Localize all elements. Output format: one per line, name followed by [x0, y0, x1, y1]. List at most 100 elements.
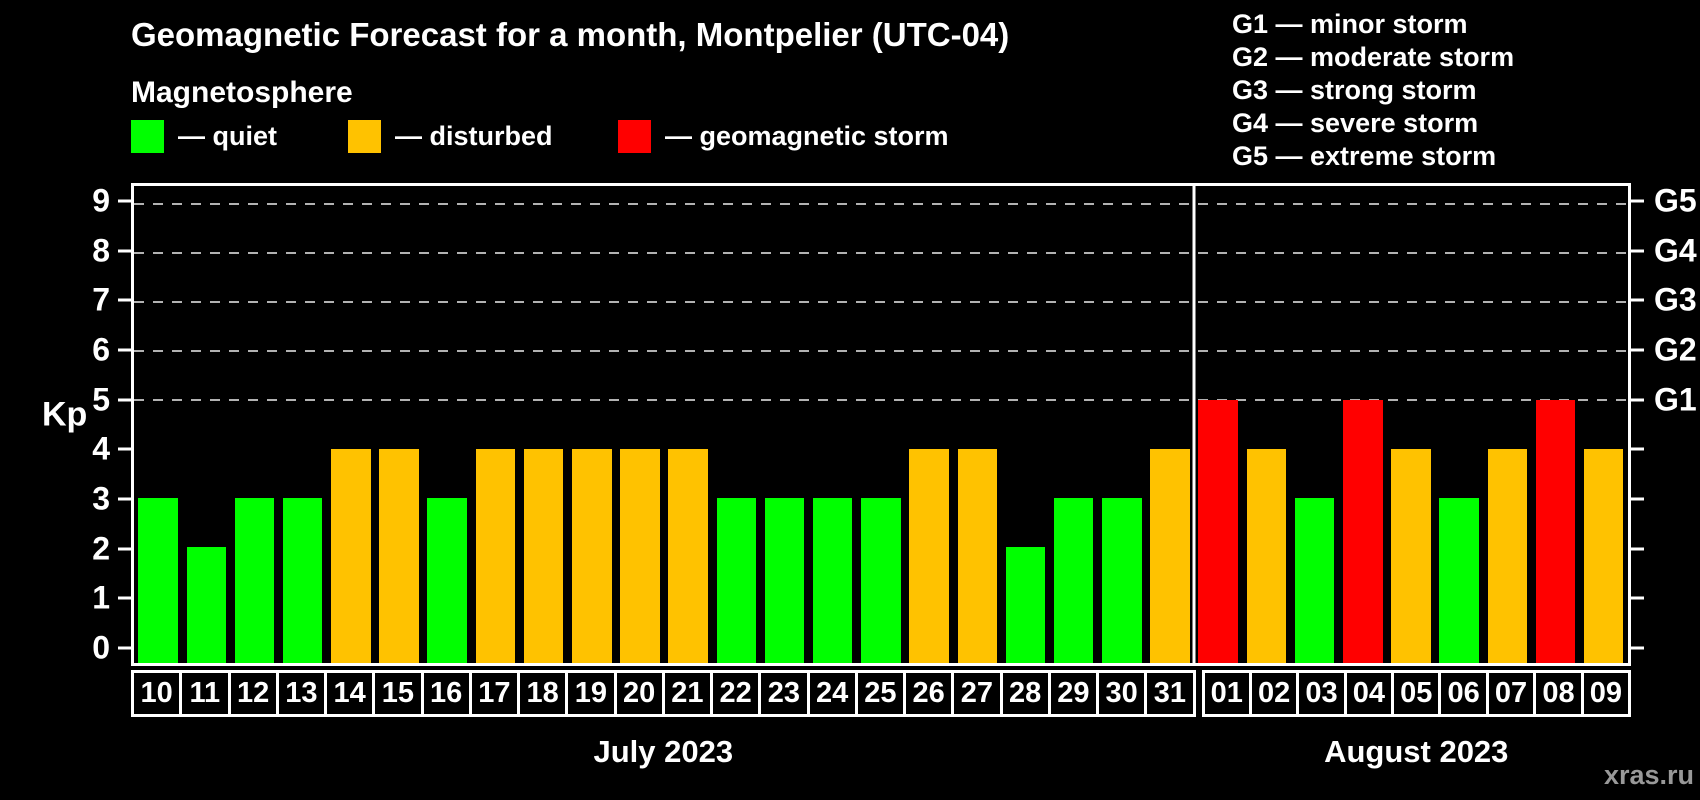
- bar-column-17: [471, 186, 519, 663]
- y-tick-left-5: [118, 398, 131, 402]
- date-cell-18: 18: [517, 670, 569, 717]
- kp-gridline-7: [134, 300, 1628, 303]
- kp-bar-08: [1535, 399, 1576, 663]
- date-cell-28: 28: [999, 670, 1051, 717]
- kp-bar-27: [957, 449, 998, 663]
- storm-color-swatch: [618, 120, 651, 153]
- bar-column-23: [760, 186, 808, 663]
- month-separator-line: [1192, 186, 1196, 663]
- date-cell-11: 11: [179, 670, 231, 717]
- y-tick-left-9: [118, 199, 131, 203]
- kp-bar-13: [282, 498, 323, 663]
- y-tick-left-7: [118, 298, 131, 302]
- kp-bar-19: [572, 449, 612, 663]
- chart-title: Geomagnetic Forecast for a month, Montpe…: [131, 16, 1010, 53]
- bar-column-09: [1580, 186, 1628, 663]
- y-tick-right-7: [1631, 298, 1644, 302]
- y-tick-label-1: 1: [92, 579, 110, 616]
- kp-bar-31: [1150, 449, 1190, 663]
- disturbed-color-swatch: [348, 120, 381, 153]
- y-axis-label-kp: Kp: [42, 395, 88, 434]
- date-cell-23: 23: [758, 670, 810, 717]
- date-cell-31: 31: [1144, 670, 1196, 717]
- bar-column-22: [712, 186, 760, 663]
- g-scale-legend: G1 — minor storm G2 — moderate storm G3 …: [1232, 8, 1514, 173]
- g4-legend-line: G4 — severe storm: [1232, 108, 1479, 138]
- g-scale-label-g5: G5: [1654, 182, 1697, 219]
- bar-column-05: [1387, 186, 1435, 663]
- kp-bar-14: [331, 449, 371, 663]
- date-cell-24: 24: [806, 670, 858, 717]
- kp-bar-03: [1294, 498, 1335, 663]
- date-cell-03: 03: [1296, 670, 1347, 717]
- date-cell-07: 07: [1485, 670, 1537, 717]
- date-cell-26: 26: [903, 670, 955, 717]
- y-tick-label-0: 0: [92, 629, 110, 666]
- bar-column-14: [327, 186, 375, 663]
- date-cell-04: 04: [1343, 670, 1395, 717]
- y-tick-label-2: 2: [92, 530, 110, 567]
- date-cell-10: 10: [131, 670, 183, 717]
- y-tick-left-0: [118, 646, 131, 650]
- bar-column-31: [1146, 186, 1194, 663]
- bar-column-21: [664, 186, 712, 663]
- date-cell-08: 08: [1533, 670, 1584, 717]
- y-tick-right-4: [1631, 447, 1644, 451]
- xras-watermark: xras.ru: [1603, 760, 1694, 790]
- date-cell-05: 05: [1391, 670, 1442, 717]
- y-tick-label-6: 6: [92, 331, 110, 368]
- y-tick-left-1: [118, 596, 131, 600]
- y-tick-left-8: [118, 249, 131, 253]
- date-cell-21: 21: [661, 670, 713, 717]
- kp-bar-30: [1102, 498, 1142, 663]
- bar-column-20: [616, 186, 664, 663]
- kp-bar-18: [523, 449, 564, 663]
- g5-legend-line: G5 — extreme storm: [1232, 141, 1497, 171]
- y-tick-label-7: 7: [92, 281, 110, 318]
- bar-column-30: [1098, 186, 1146, 663]
- g3-legend-line: G3 — strong storm: [1232, 75, 1477, 105]
- date-row-july-2023: 10 11 12 13 14 15 16 17 18 19 20 21 22 23 24 25 26 27 28 29…: [131, 670, 1196, 717]
- month-label-july-2023: July 2023: [593, 734, 734, 769]
- separators-layer: [134, 186, 1628, 663]
- bar-column-24: [809, 186, 857, 663]
- date-cell-15: 15: [372, 670, 424, 717]
- g2-legend-line: G2 — moderate storm: [1232, 42, 1515, 72]
- y-tick-right-5: [1631, 398, 1644, 402]
- kp-bar-20: [620, 449, 660, 663]
- gridlines-layer: [134, 186, 1628, 663]
- kp-bar-07: [1487, 449, 1528, 663]
- bar-column-07: [1483, 186, 1531, 663]
- legend-item-storm: — geomagnetic storm: [618, 120, 949, 153]
- date-cell-30: 30: [1096, 670, 1148, 717]
- legend-item-disturbed: — disturbed: [348, 120, 553, 153]
- magnetosphere-label: Magnetosphere: [131, 76, 353, 109]
- y-tick-left-4: [118, 447, 131, 451]
- date-cell-22: 22: [710, 670, 762, 717]
- kp-gridline-5: [134, 398, 1628, 401]
- legend-disturbed-label: — disturbed: [395, 121, 553, 151]
- date-cell-29: 29: [1047, 670, 1099, 717]
- date-cell-09: 09: [1580, 670, 1632, 717]
- bar-column-02: [1242, 186, 1290, 663]
- kp-gridline-8: [134, 251, 1628, 254]
- bar-column-03: [1291, 186, 1339, 663]
- bars-layer: [134, 186, 1628, 663]
- y-tick-right-1: [1631, 596, 1644, 600]
- date-cell-20: 20: [613, 670, 665, 717]
- bar-column-01: [1194, 186, 1242, 663]
- date-cell-19: 19: [565, 670, 617, 717]
- y-tick-right-8: [1631, 249, 1644, 253]
- legend-quiet-label: — quiet: [178, 121, 277, 151]
- bar-column-15: [375, 186, 423, 663]
- y-tick-left-2: [118, 547, 131, 551]
- date-cell-01: 01: [1201, 670, 1252, 717]
- y-tick-label-8: 8: [92, 232, 110, 269]
- g1-legend-line: G1 — minor storm: [1232, 9, 1468, 39]
- bar-column-04: [1339, 186, 1387, 663]
- kp-bar-16: [427, 498, 467, 663]
- date-cell-12: 12: [227, 670, 279, 717]
- bar-column-10: [134, 186, 182, 663]
- date-cell-14: 14: [324, 670, 376, 717]
- bar-column-12: [230, 186, 278, 663]
